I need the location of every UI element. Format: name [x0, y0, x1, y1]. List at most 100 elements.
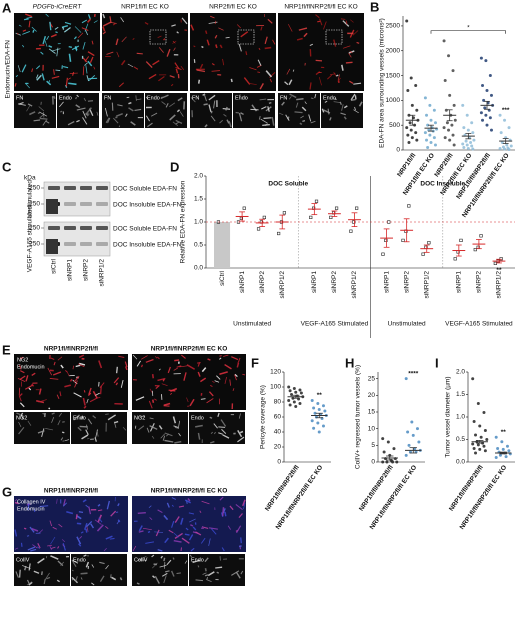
micrograph-texture [169, 392, 173, 395]
micrograph-texture [224, 511, 227, 517]
micrograph-texture [82, 57, 88, 63]
data-point [433, 121, 437, 125]
micrograph-texture [125, 113, 128, 117]
micrograph-texture [51, 412, 55, 415]
micrograph-texture [105, 564, 109, 570]
micrograph-texture [343, 116, 347, 120]
micrograph-texture [201, 45, 204, 49]
micrograph-texture [145, 358, 154, 363]
micrograph-texture [229, 505, 234, 511]
micrograph-texture [158, 47, 164, 53]
x-tick-label: siNRP2 [403, 271, 410, 293]
micrograph-texture [197, 79, 201, 84]
micrograph-texture [85, 30, 89, 36]
micrograph-texture [197, 565, 200, 568]
micrograph-texture [145, 96, 148, 100]
data-point [507, 126, 511, 130]
data-point [444, 108, 448, 112]
data-point [309, 215, 313, 220]
micrograph-texture [24, 384, 34, 390]
data-point [407, 443, 411, 447]
micrograph-texture [73, 36, 77, 40]
data-point [465, 113, 469, 117]
micrograph-texture [27, 546, 36, 551]
micrograph-texture [87, 418, 93, 425]
micrograph-texture [180, 354, 186, 359]
y-tick-label: 1.0 [194, 219, 203, 226]
data-point [310, 399, 314, 402]
micrograph-texture [82, 41, 86, 50]
micrograph-texture [80, 531, 84, 534]
micrograph-texture [105, 535, 113, 540]
band [80, 202, 92, 206]
micrograph-texture [98, 517, 103, 523]
micrograph-texture [294, 111, 303, 114]
micrograph-texture [219, 119, 224, 124]
panel-letter: F [251, 355, 259, 370]
micrograph-texture [27, 503, 30, 511]
column-title: NRP1fl/flNRP2fl/fl EC KO [284, 4, 357, 11]
micrograph-texture [28, 387, 32, 391]
micrograph-texture [48, 80, 50, 83]
x-tick-label: siCtrl [219, 270, 226, 285]
data-point [410, 103, 414, 107]
micrograph-texture [225, 106, 228, 111]
micrograph-texture [127, 63, 134, 68]
micrograph-texture [20, 412, 24, 417]
micrograph-texture [154, 576, 160, 584]
data-point [288, 403, 292, 407]
micrograph-texture [173, 367, 178, 371]
micrograph-texture [298, 27, 308, 31]
micrograph-texture [330, 73, 336, 75]
micrograph-texture [353, 109, 359, 114]
micrograph-texture [68, 53, 72, 62]
micrograph-texture [138, 525, 143, 532]
micrograph-texture [61, 431, 65, 434]
micrograph-texture [174, 440, 182, 444]
data-point [484, 59, 488, 63]
micrograph-texture [171, 24, 176, 27]
micrograph-texture [37, 430, 45, 434]
micrograph-texture [79, 362, 86, 366]
micrograph-texture [82, 117, 88, 125]
data-point [381, 252, 385, 256]
micrograph-texture [37, 542, 41, 549]
panel-letter: C [2, 159, 12, 174]
micrograph-texture [87, 60, 93, 67]
micrograph-texture [267, 106, 270, 112]
micrograph-texture [77, 32, 84, 39]
data-point [443, 136, 447, 140]
micrograph-texture [238, 94, 241, 97]
data-point [466, 147, 470, 151]
data-point [292, 387, 296, 390]
y-axis-label: ColIV+ regressed tumor vessels (%) [355, 365, 362, 469]
micrograph-texture [145, 61, 153, 69]
column-title: NRP2fl/fl EC KO [209, 4, 257, 11]
data-point [417, 440, 421, 444]
micrograph-texture [26, 579, 30, 584]
micrograph-texture [174, 62, 180, 70]
micrograph-texture [324, 100, 328, 103]
micrograph-texture [141, 355, 148, 360]
micrograph-texture [231, 570, 240, 576]
micrograph-texture [242, 373, 246, 376]
micrograph-texture [76, 94, 79, 98]
micrograph-texture [149, 517, 153, 520]
inset-box [325, 29, 343, 45]
micrograph-texture [82, 66, 85, 76]
micrograph-texture [102, 31, 107, 35]
micrograph-texture [236, 362, 240, 368]
panel-letter: H [345, 355, 354, 370]
data-point [462, 126, 466, 130]
data-point [472, 420, 476, 423]
micrograph-texture [102, 13, 106, 19]
data-point [407, 141, 411, 145]
micrograph-texture [142, 527, 152, 530]
micrograph-texture [82, 397, 86, 406]
micrograph-texture [213, 100, 216, 109]
micrograph-texture [211, 380, 215, 383]
data-point [406, 133, 410, 137]
micrograph-texture [152, 59, 160, 66]
micrograph-texture [193, 45, 196, 48]
x-tick-label: siNRP1 [383, 271, 390, 293]
